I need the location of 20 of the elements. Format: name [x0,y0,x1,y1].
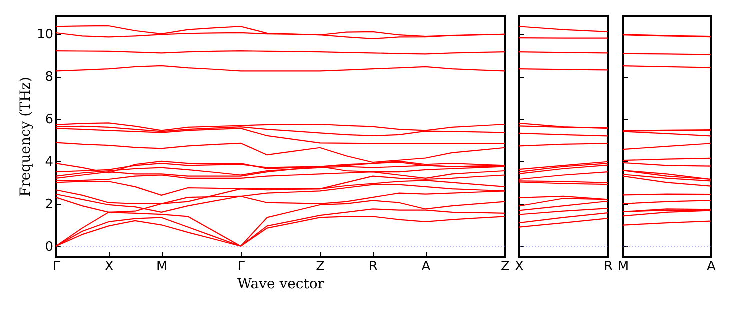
x-tick-label: A [707,260,716,274]
y-tick-label: 4 [45,154,54,170]
x-tick-label: Γ [52,260,61,274]
y-tick-label: 0 [45,240,54,255]
x-tick-label: R [368,260,378,274]
x-tick-label: A [422,260,431,274]
y-axis-title: Frequency (THz) [18,76,34,198]
x-tick-label: Γ [238,260,246,274]
x-tick-label: R [604,260,614,274]
x-tick-label: M [156,260,168,274]
y-tick-label: 2 [45,197,54,212]
x-tick-label: Z [501,260,510,274]
y-tick-label: 10 [36,28,54,43]
y-tick-label: 6 [45,112,54,128]
x-tick-label: X [104,260,114,274]
y-tick-label: 8 [45,70,54,86]
x-axis-title: Wave vector [238,276,325,292]
x-tick-label: Z [316,260,326,274]
x-tick-label: M [618,260,630,274]
x-tick-label: X [515,260,524,274]
